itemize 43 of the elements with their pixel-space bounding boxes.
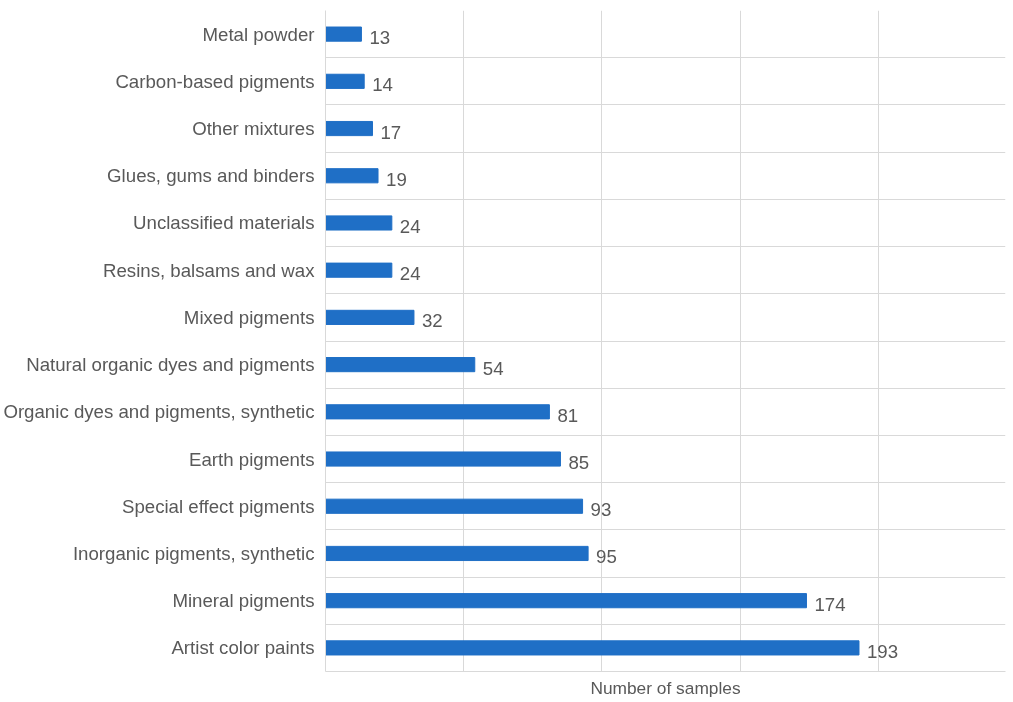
data-label: 193 xyxy=(867,640,899,662)
y-tick-label: Other mixtures xyxy=(192,118,315,140)
bar xyxy=(325,26,362,42)
y-tick-label: Glues, gums and binders xyxy=(107,165,315,187)
data-label: 81 xyxy=(557,404,579,426)
bar xyxy=(325,262,393,278)
y-tick-label: Carbon-based pigments xyxy=(115,70,315,92)
data-label: 24 xyxy=(399,263,421,285)
bar xyxy=(325,404,550,420)
y-tick-label: Metal powder xyxy=(202,23,315,45)
data-label: 24 xyxy=(399,215,421,237)
y-tick-label: Resins, balsams and wax xyxy=(102,259,316,281)
bar xyxy=(325,309,415,325)
y-tick-label: Natural organic dyes and pigments xyxy=(26,354,315,376)
y-tick-label: Artist color paints xyxy=(171,637,315,659)
data-label: 85 xyxy=(568,452,590,474)
data-label: 54 xyxy=(482,357,504,379)
data-label: 19 xyxy=(386,168,407,190)
data-label: 95 xyxy=(596,546,617,568)
bar xyxy=(325,640,860,656)
bar xyxy=(325,451,561,467)
y-tick-label: Inorganic pigments, synthetic xyxy=(72,542,315,564)
y-tick-label: Mixed pigments xyxy=(183,306,315,328)
bar xyxy=(325,168,379,184)
y-tick-label: Earth pigments xyxy=(189,448,315,470)
y-tick-label: Mineral pigments xyxy=(172,590,315,612)
data-label: 14 xyxy=(372,74,393,96)
data-label: 174 xyxy=(814,593,846,615)
data-label: 32 xyxy=(421,310,443,332)
y-tick-label: Organic dyes and pigments, synthetic xyxy=(3,401,315,423)
bar xyxy=(325,357,476,373)
bar xyxy=(325,73,365,89)
data-label: 13 xyxy=(369,27,391,49)
y-tick-label: Unclassified materials xyxy=(133,212,315,234)
y-tick-label: Special effect pigments xyxy=(121,495,315,517)
bar xyxy=(325,593,807,609)
data-label: 93 xyxy=(590,499,612,521)
x-axis-title: Number of samples xyxy=(590,677,741,698)
bar xyxy=(325,120,373,137)
bar xyxy=(325,215,393,231)
data-label: 17 xyxy=(380,121,402,143)
bar xyxy=(325,545,589,562)
bar xyxy=(325,498,584,514)
